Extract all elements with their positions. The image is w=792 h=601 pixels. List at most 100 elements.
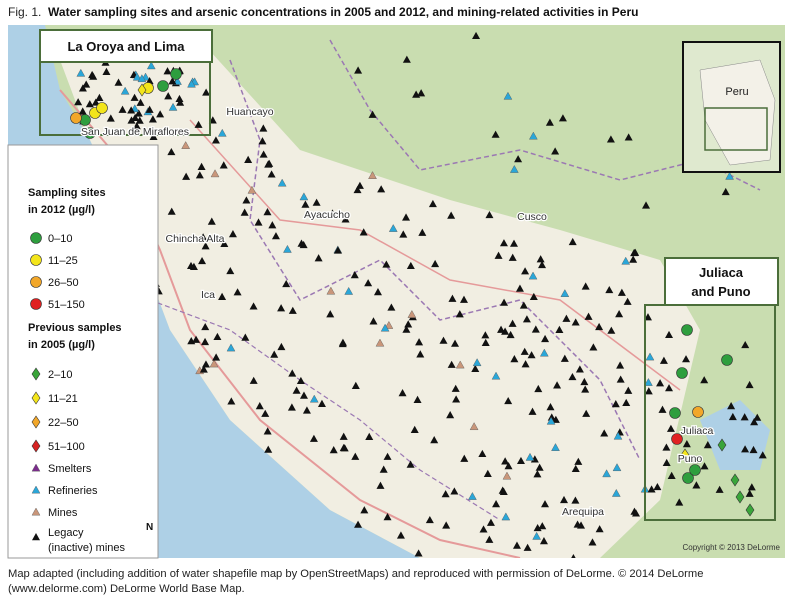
site-marker (317, 399, 326, 407)
site-marker (226, 266, 235, 275)
site-marker (492, 500, 501, 508)
site-marker (532, 531, 541, 540)
site-marker (312, 198, 321, 206)
site-marker (455, 310, 464, 318)
site-marker (616, 361, 625, 369)
site-marker (263, 208, 272, 216)
site-marker (662, 458, 671, 467)
site-marker (218, 292, 227, 300)
site-marker (666, 424, 675, 432)
site-marker (249, 302, 258, 310)
sample-marker (669, 407, 681, 419)
site-marker (545, 118, 554, 126)
site-marker (309, 394, 319, 403)
site-marker (244, 155, 253, 163)
site-marker (181, 141, 191, 149)
site-marker (439, 336, 448, 344)
site-marker (562, 314, 571, 322)
site-marker (85, 100, 94, 108)
site-marker (145, 105, 154, 113)
site-marker (448, 294, 457, 302)
site-marker (135, 116, 144, 124)
legend-items: Sampling sites in 2012 (µg/l) 0–10 11–25 26–… (28, 187, 126, 554)
site-marker (553, 381, 562, 389)
site-marker (528, 271, 538, 280)
place-label: Juliaca (681, 425, 714, 437)
site-marker (478, 449, 487, 458)
site-marker (533, 523, 542, 532)
site-marker (329, 446, 338, 454)
site-marker (82, 80, 91, 88)
site-marker (665, 384, 674, 392)
site-marker (745, 489, 754, 497)
overview-label: Peru (725, 86, 748, 98)
place-label: Puno (678, 453, 703, 465)
site-marker (131, 113, 140, 121)
place-label: Ica (201, 289, 215, 301)
site-marker (268, 221, 277, 229)
site-marker (538, 522, 547, 530)
site-marker (137, 74, 147, 83)
site-marker (514, 155, 523, 163)
site-marker (621, 256, 631, 265)
site-marker (750, 418, 759, 426)
legend (7, 144, 159, 559)
site-marker (568, 372, 577, 381)
site-marker (299, 391, 308, 399)
site-marker (428, 199, 437, 208)
sample-marker (682, 472, 694, 484)
site-marker (220, 239, 229, 247)
site-marker (529, 292, 538, 301)
site-marker (728, 412, 737, 421)
site-marker (277, 304, 286, 312)
site-marker (379, 465, 388, 473)
site-marker (582, 409, 591, 417)
site-marker (387, 303, 396, 311)
site-marker (296, 376, 305, 385)
inset-title: La Oroya and Lima (67, 39, 185, 54)
site-marker (546, 416, 556, 425)
site-marker (127, 106, 136, 114)
site-marker (659, 356, 668, 364)
site-marker (662, 443, 671, 451)
site-marker (644, 378, 653, 386)
site-marker (201, 242, 210, 250)
site-marker (547, 413, 556, 421)
sample-marker (30, 254, 42, 266)
site-marker (31, 463, 41, 472)
site-marker (287, 403, 296, 411)
site-marker (344, 286, 354, 295)
sample-marker (30, 298, 42, 310)
site-marker (373, 288, 382, 296)
site-marker (410, 425, 419, 433)
site-marker (32, 533, 40, 541)
site-marker (249, 376, 258, 384)
legend-label: Refineries (48, 485, 98, 497)
sample-marker (671, 433, 683, 445)
site-marker (132, 72, 142, 81)
site-marker (339, 432, 348, 440)
site-marker (201, 322, 210, 331)
site-marker (571, 318, 580, 326)
site-marker (383, 513, 392, 521)
site-marker (118, 105, 127, 113)
site-marker (525, 452, 535, 461)
site-marker (455, 360, 465, 369)
site-marker (368, 171, 377, 179)
site-marker (176, 98, 185, 106)
site-marker (182, 172, 191, 180)
border (329, 39, 761, 191)
site-marker (417, 89, 426, 97)
site-marker (283, 244, 292, 253)
site-marker (350, 271, 359, 279)
site-marker (559, 495, 568, 504)
site-marker (491, 130, 500, 138)
site-marker (725, 171, 734, 180)
place-label: Cusco (517, 211, 547, 223)
site-marker (74, 98, 83, 106)
site-marker (615, 310, 624, 318)
site-marker (623, 297, 632, 305)
place-label: Arequipa (562, 506, 604, 518)
site-marker (581, 385, 590, 393)
site-marker (418, 228, 427, 236)
